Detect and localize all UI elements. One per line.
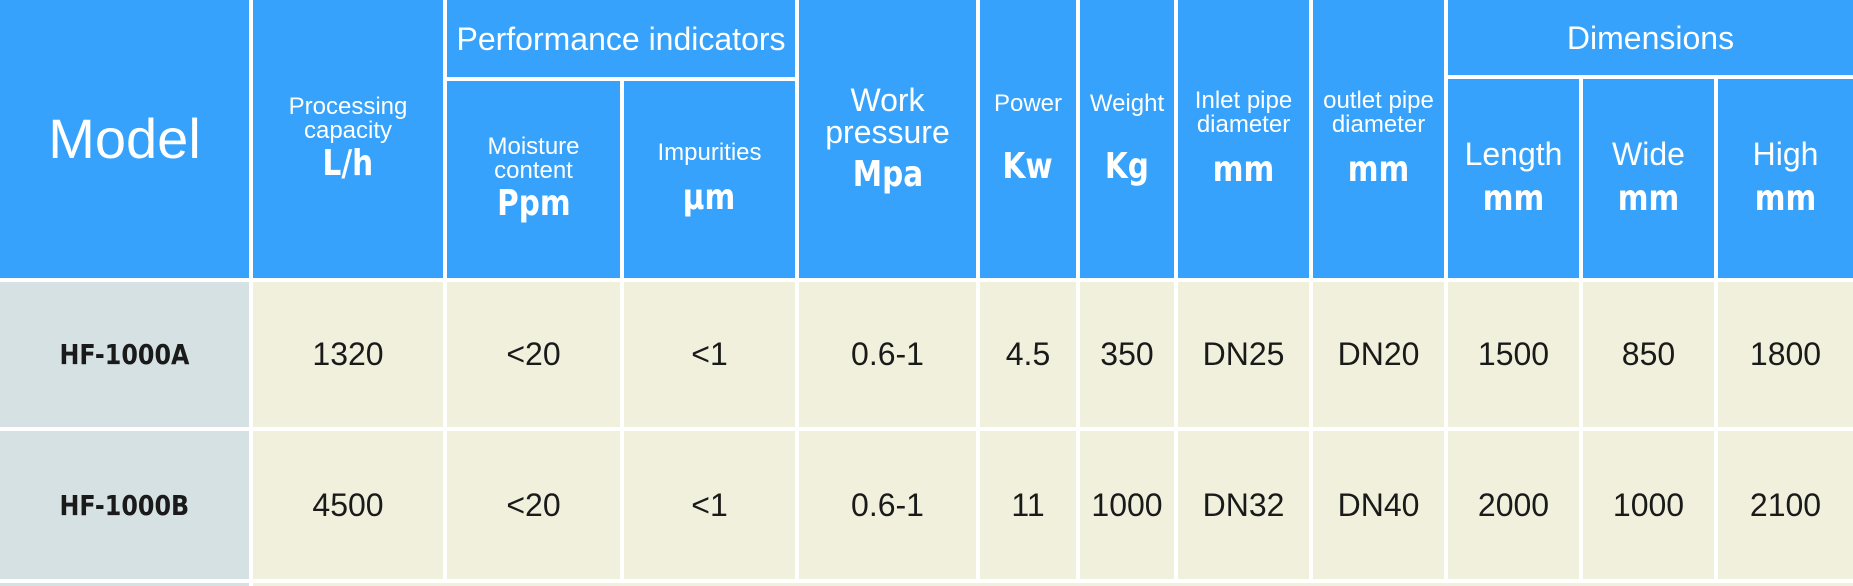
header-high-unit: mm (1754, 178, 1817, 219)
header-outlet-label-1: outlet pipe (1323, 86, 1434, 114)
header-power-label: Power (993, 89, 1063, 117)
row-1-length: 1500 (1448, 282, 1579, 427)
header-high: High mm (1718, 79, 1853, 278)
header-wide-label: Wide (1612, 136, 1685, 172)
header-weight-unit: Kg (1104, 145, 1149, 187)
header-weight: Weight Kg (1080, 0, 1174, 278)
header-processing-capacity: Processing capacity L/h (253, 0, 443, 278)
row-1-pressure: 0.6-1 (799, 282, 976, 427)
header-inlet-label-2: diameter (1196, 110, 1291, 138)
header-wide-unit: mm (1617, 178, 1680, 219)
header-wide: Wide mm (1583, 79, 1714, 278)
header-moisture-unit: Ppm (496, 183, 571, 224)
row-2-impurities: <1 (624, 431, 795, 579)
row-2-inlet: DN32 (1178, 431, 1309, 579)
header-outlet-pipe: outlet pipe diameter mm (1313, 0, 1444, 278)
header-processing-unit: L/h (322, 142, 374, 184)
header-length: Length mm (1448, 79, 1579, 278)
header-moisture-label-1: Moisture (487, 133, 580, 160)
header-moisture-label-2: content (494, 157, 573, 184)
table-row-2-model: HF-1000B (0, 431, 249, 579)
row-1-power: 4.5 (980, 282, 1076, 427)
row-1-outlet: DN20 (1313, 282, 1444, 427)
row-2-moisture: <20 (447, 431, 620, 579)
header-model: Model (0, 0, 249, 278)
header-pressure-label-1: Work (850, 81, 925, 118)
header-power: Power Kw (980, 0, 1076, 278)
header-inlet-pipe: Inlet pipe diameter mm (1178, 0, 1309, 278)
row-1-impurities: <1 (624, 282, 795, 427)
header-impurities: Impurities μm (624, 81, 795, 278)
header-power-unit: Kw (1002, 145, 1054, 187)
header-outlet-label-2: diameter (1331, 110, 1426, 138)
next-row-stripe-model (0, 583, 249, 586)
row-2-pressure: 0.6-1 (799, 431, 976, 579)
header-moisture: Moisture content Ppm (447, 81, 620, 278)
header-performance-label: Performance indicators (456, 20, 786, 57)
header-work-pressure: Work pressure Mpa (799, 0, 976, 278)
header-length-label: Length (1464, 136, 1563, 172)
row-1-weight: 350 (1080, 282, 1174, 427)
header-dimensions-label: Dimensions (1566, 19, 1735, 56)
header-impurities-label: Impurities (657, 139, 762, 166)
row-1-moisture: <20 (447, 282, 620, 427)
row-2-weight: 1000 (1080, 431, 1174, 579)
header-dimensions-group: Dimensions (1448, 0, 1853, 75)
table-row-1-model: HF-1000A (0, 282, 249, 427)
header-impurities-unit: μm (683, 177, 736, 218)
row-2-power: 11 (980, 431, 1076, 579)
header-inlet-unit: mm (1212, 148, 1275, 190)
header-performance-group: Performance indicators (447, 0, 795, 77)
row-2-wide: 1000 (1583, 431, 1714, 579)
header-model-label: Model (48, 107, 201, 170)
next-row-stripe-body (253, 583, 1853, 586)
row-1-capacity: 1320 (253, 282, 443, 427)
row-2-capacity: 4500 (253, 431, 443, 579)
row-2-length: 2000 (1448, 431, 1579, 579)
header-pressure-unit: Mpa (852, 153, 923, 195)
row-1-model-text: HF-1000A (59, 338, 190, 371)
header-length-unit: mm (1482, 178, 1545, 219)
header-weight-label: Weight (1089, 89, 1165, 117)
header-pressure-label-2: pressure (825, 113, 950, 150)
row-2-model-text: HF-1000B (59, 488, 190, 522)
header-inlet-label-1: Inlet pipe (1194, 86, 1293, 114)
header-high-label: High (1752, 136, 1819, 172)
header-processing-label-1: Processing (288, 92, 408, 120)
header-outlet-unit: mm (1347, 148, 1410, 190)
row-1-wide: 850 (1583, 282, 1714, 427)
row-2-outlet: DN40 (1313, 431, 1444, 579)
header-processing-label-2: capacity (303, 116, 393, 144)
row-2-high: 2100 (1718, 431, 1853, 579)
row-1-high: 1800 (1718, 282, 1853, 427)
row-1-inlet: DN25 (1178, 282, 1309, 427)
